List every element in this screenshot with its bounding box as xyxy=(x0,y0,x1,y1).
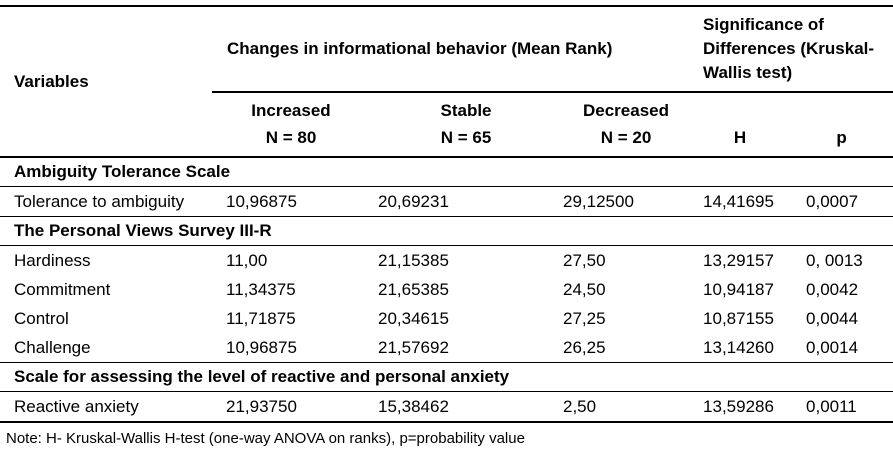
column-header-p: p xyxy=(790,92,893,158)
cell-stable: 20,69231 xyxy=(370,186,562,217)
cell-stable: 21,65385 xyxy=(378,279,449,299)
cell-stable: 21,15385 xyxy=(378,250,449,270)
cell-p: 0, 0013 xyxy=(806,250,863,270)
cell-variable: Reactive anxiety xyxy=(14,396,139,416)
table-row: Control 11,71875 20,34615 27,25 10,87155… xyxy=(0,304,893,333)
cell-increased: 11,71875 xyxy=(226,308,296,328)
cell-variable: Control xyxy=(14,308,69,328)
cell-increased: 11,34375 xyxy=(226,279,296,299)
cell-variable: Commitment xyxy=(14,279,111,299)
column-label-decreased: Decreased xyxy=(583,101,670,120)
table-row: Reactive anxiety 21,93750 15,38462 2,50 … xyxy=(0,392,893,423)
cell-increased: 10,96875 xyxy=(212,333,370,363)
cell-increased: 11,00 xyxy=(226,250,268,270)
table-row: Challenge 10,96875 21,57692 26,25 13,142… xyxy=(0,333,893,363)
significance-group-header: Significance of Differences (Kruskal-Wal… xyxy=(690,6,893,93)
column-header-increased: Increased N = 80 xyxy=(212,92,370,158)
cell-p: 0,0011 xyxy=(806,396,857,416)
table-note: Note: H- Kruskal-Wallis H-test (one-way … xyxy=(6,430,525,447)
cell-h: 10,87155 xyxy=(703,308,774,328)
cell-stable: 21,57692 xyxy=(370,333,562,363)
table-row: Tolerance to ambiguity 10,96875 20,69231… xyxy=(0,186,893,217)
cell-variable: Tolerance to ambiguity xyxy=(0,186,212,217)
table-row: Commitment 11,34375 21,65385 24,50 10,94… xyxy=(0,275,893,304)
cell-stable: 15,38462 xyxy=(378,396,449,416)
column-sublabel-decreased: N = 20 xyxy=(600,128,652,147)
section-title: Ambiguity Tolerance Scale xyxy=(0,157,893,187)
column-sublabel-increased: N = 80 xyxy=(265,128,317,147)
cell-h: 14,41695 xyxy=(690,186,791,217)
section-header-row: Scale for assessing the level of reactiv… xyxy=(0,362,893,392)
column-label-h: H xyxy=(733,128,747,147)
column-label-increased: Increased xyxy=(251,101,331,120)
cell-p: 0,0042 xyxy=(806,279,859,299)
cell-decreased: 24,50 xyxy=(563,279,606,299)
cell-decreased: 27,25 xyxy=(563,308,606,328)
column-header-h: H xyxy=(690,92,791,158)
kruskal-wallis-table: Variables Changes in informational behav… xyxy=(0,5,893,423)
cell-decreased: 26,25 xyxy=(562,333,691,363)
cell-h: 13,14260 xyxy=(690,333,791,363)
cell-increased: 21,93750 xyxy=(226,396,297,416)
cell-decreased: 2,50 xyxy=(563,396,597,416)
column-header-stable: Stable N = 65 xyxy=(370,92,562,158)
cell-variable: Hardiness xyxy=(14,250,91,270)
cell-p: 0,0044 xyxy=(806,308,859,328)
cell-h: 13,29157 xyxy=(703,250,774,270)
header-row-groups: Variables Changes in informational behav… xyxy=(0,6,893,158)
mean-rank-group-header: Changes in informational behavior (Mean … xyxy=(212,6,691,93)
cell-decreased: 27,50 xyxy=(563,250,606,270)
cell-decreased: 29,12500 xyxy=(562,186,691,217)
section-header-row: The Personal Views Survey III-R xyxy=(0,216,893,246)
cell-h: 10,94187 xyxy=(703,279,774,299)
cell-p: 0,0007 xyxy=(790,186,893,217)
column-label-stable: Stable xyxy=(440,101,492,120)
cell-increased: 10,96875 xyxy=(212,186,370,217)
table-row: Hardiness 11,00 21,15385 27,50 13,29157 … xyxy=(0,246,893,276)
variables-header: Variables xyxy=(0,6,212,158)
cell-h: 13,59286 xyxy=(703,396,774,416)
column-label-p: p xyxy=(836,128,847,147)
column-header-decreased: Decreased N = 20 xyxy=(562,92,691,158)
section-header-row: Ambiguity Tolerance Scale xyxy=(0,157,893,187)
section-title: The Personal Views Survey III-R xyxy=(0,216,893,246)
section-title: Scale for assessing the level of reactiv… xyxy=(0,362,893,392)
cell-stable: 20,34615 xyxy=(378,308,449,328)
header-row-columns: Increased N = 80 Stable N = 65 Decreased… xyxy=(0,92,893,158)
cell-p: 0,0014 xyxy=(790,333,893,363)
cell-variable: Challenge xyxy=(0,333,212,363)
column-sublabel-stable: N = 65 xyxy=(440,128,492,147)
